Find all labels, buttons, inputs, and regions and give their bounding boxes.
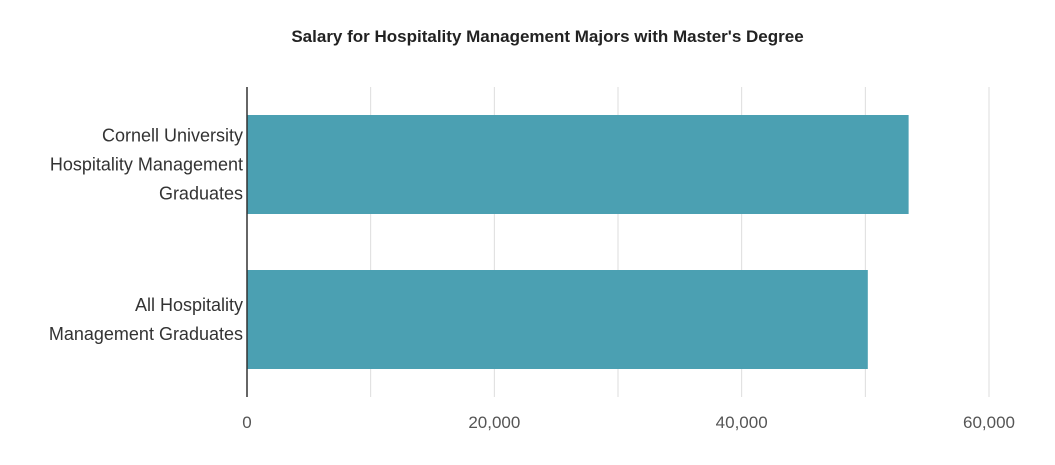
chart-title: Salary for Hospitality Management Majors…	[291, 27, 804, 46]
category-label-line: Cornell University	[102, 126, 243, 146]
category-label-line: All Hospitality	[135, 295, 243, 315]
x-tick-label: 20,000	[468, 413, 520, 432]
x-tick-label: 60,000	[963, 413, 1015, 432]
x-tick-labels: 0 20,000 40,000 60,000	[242, 413, 1015, 432]
bar	[247, 115, 909, 214]
category-label: Cornell University Hospitality Management…	[50, 126, 243, 204]
bar	[247, 270, 868, 369]
category-labels: Cornell University Hospitality Management…	[49, 126, 243, 345]
category-label-line: Management Graduates	[49, 324, 243, 344]
category-label-line: Hospitality Management	[50, 155, 243, 175]
x-tick-label: 0	[242, 413, 251, 432]
category-label: All Hospitality Management Graduates	[49, 295, 243, 344]
bars	[247, 115, 909, 369]
x-tick-label: 40,000	[716, 413, 768, 432]
category-label-line: Graduates	[159, 184, 243, 204]
